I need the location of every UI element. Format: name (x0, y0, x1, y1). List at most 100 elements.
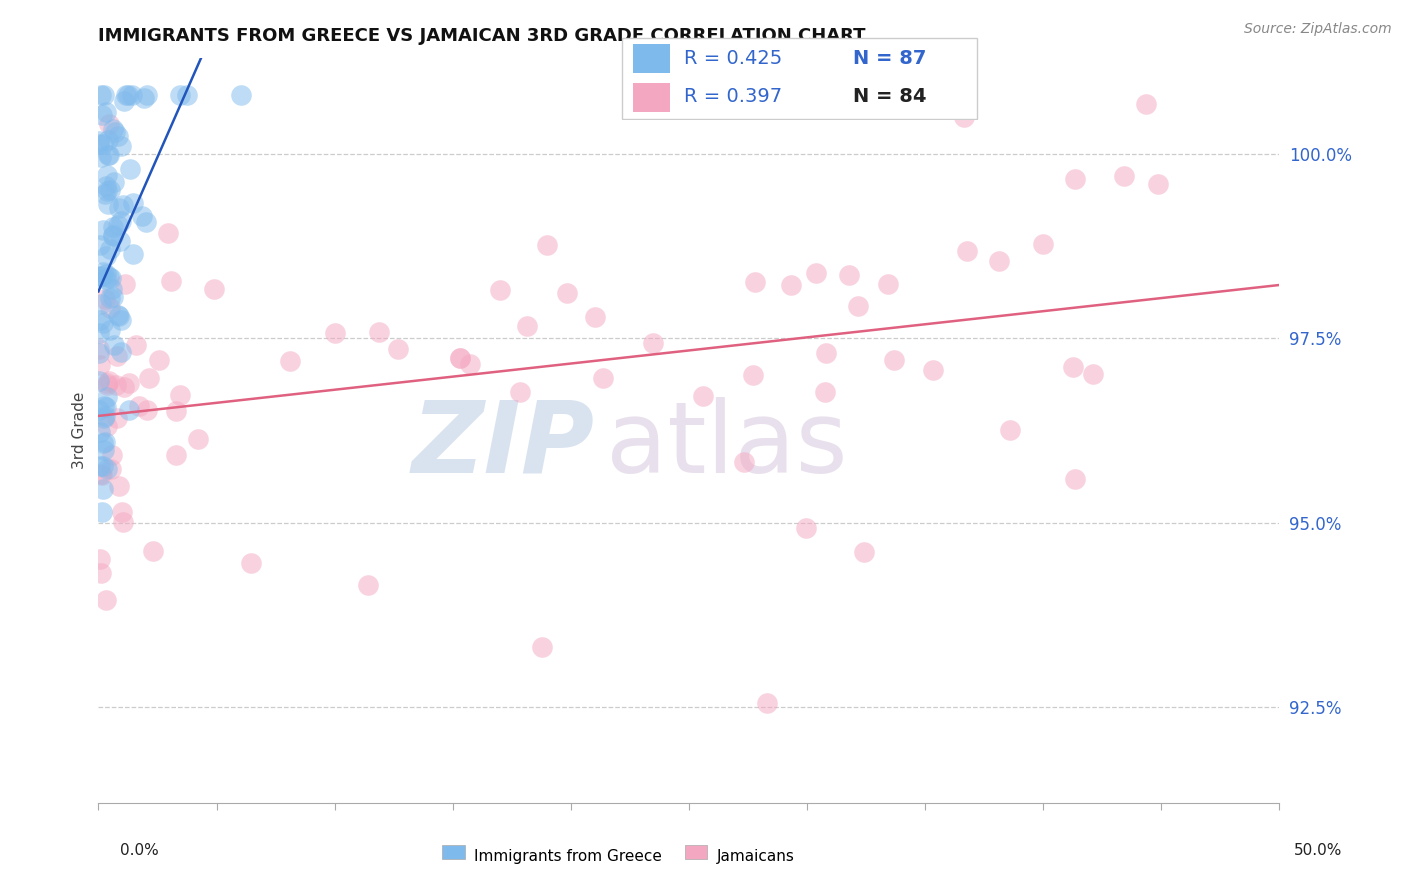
Point (107, 201, 129, 215)
Point (135, 215, 157, 229)
Point (509, 385, 531, 400)
Point (148, 352, 170, 367)
Point (449, 351, 471, 366)
Point (176, 87, 198, 102)
Point (90, 87, 112, 102)
Point (156, 226, 179, 240)
Point (956, 244, 979, 259)
Point (91, 137, 114, 152)
Point (1063, 171, 1085, 186)
Point (122, 246, 145, 260)
Point (96, 168, 118, 182)
Point (96, 391, 118, 405)
Point (368, 325, 391, 339)
Point (592, 371, 614, 385)
Point (846, 299, 869, 313)
Point (90, 150, 112, 164)
Point (101, 290, 124, 304)
Point (128, 399, 150, 413)
Point (105, 349, 128, 363)
Point (98, 374, 121, 388)
Point (449, 351, 471, 365)
Point (96, 461, 118, 475)
Point (876, 277, 898, 291)
Point (134, 91, 156, 105)
Point (107, 128, 129, 143)
Point (96, 419, 118, 434)
Point (814, 384, 837, 399)
Point (89, 342, 111, 356)
Point (96, 272, 118, 286)
Point (692, 389, 714, 403)
Point (169, 87, 191, 102)
Text: R = 0.397: R = 0.397 (685, 87, 783, 106)
Point (121, 87, 143, 102)
Point (94, 592, 117, 607)
Point (1146, 177, 1168, 191)
Point (323, 326, 346, 341)
Point (91, 505, 114, 519)
Point (114, 277, 136, 292)
Point (96, 401, 118, 415)
Point (107, 219, 129, 233)
Point (87, 374, 110, 388)
Text: IMMIGRANTS FROM GREECE VS JAMAICAN 3RD GRADE CORRELATION CHART: IMMIGRANTS FROM GREECE VS JAMAICAN 3RD G… (98, 28, 866, 45)
Point (91, 265, 114, 279)
Point (114, 87, 136, 102)
Point (111, 515, 134, 529)
Point (91, 482, 114, 496)
Point (101, 227, 124, 242)
Point (94, 186, 117, 201)
Point (118, 161, 141, 176)
Point (536, 238, 558, 252)
Point (110, 139, 132, 153)
Point (89, 458, 111, 473)
Point (744, 275, 766, 289)
Point (98, 301, 121, 315)
Point (93, 443, 115, 458)
Point (103, 219, 125, 234)
FancyBboxPatch shape (623, 38, 977, 119)
Point (103, 228, 125, 243)
Point (94, 267, 117, 281)
Point (111, 505, 134, 519)
Point (89, 238, 111, 252)
Point (97, 117, 120, 131)
Point (160, 274, 183, 288)
Point (111, 198, 134, 212)
Point (94, 104, 117, 119)
Point (838, 268, 860, 282)
Point (239, 556, 262, 570)
Point (96, 179, 118, 194)
Text: 50.0%: 50.0% (1295, 843, 1343, 857)
Point (89, 551, 111, 566)
Point (98, 242, 121, 256)
Point (780, 277, 803, 292)
Point (110, 345, 132, 359)
Point (953, 111, 976, 125)
Point (356, 578, 378, 592)
Point (101, 282, 124, 296)
Point (108, 235, 131, 249)
Point (89, 269, 111, 284)
Point (96, 184, 118, 198)
Point (118, 376, 141, 391)
Point (90, 297, 112, 311)
Text: Source: ZipAtlas.com: Source: ZipAtlas.com (1244, 22, 1392, 37)
Point (108, 479, 131, 493)
Point (278, 354, 301, 368)
Point (91, 316, 114, 330)
Point (136, 87, 159, 102)
Point (1112, 169, 1135, 183)
Point (103, 338, 125, 352)
Point (96, 376, 118, 390)
Point (98, 183, 121, 197)
Point (557, 286, 579, 301)
Point (98, 291, 121, 305)
Point (107, 308, 129, 322)
Point (112, 380, 135, 394)
Point (796, 521, 818, 535)
Point (883, 352, 905, 367)
Bar (633, 83, 669, 112)
Point (110, 214, 132, 228)
